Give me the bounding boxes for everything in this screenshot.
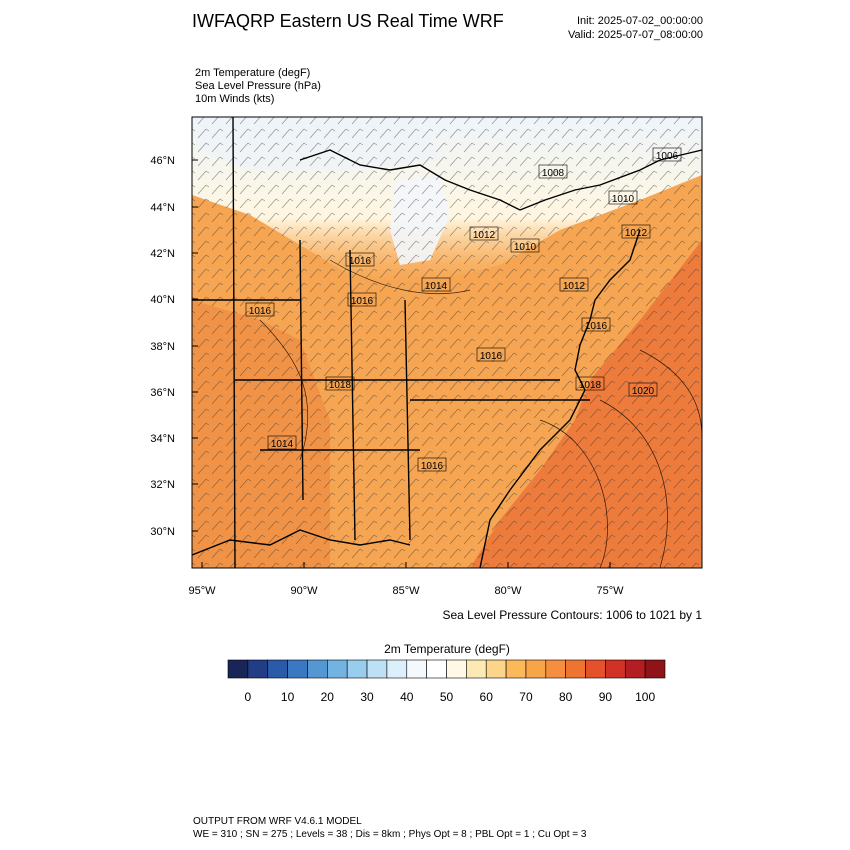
isobar-label: 1012 — [473, 230, 496, 241]
field-label: Sea Level Pressure (hPa) — [195, 80, 321, 92]
isobar-label: 1014 — [271, 439, 294, 450]
isobar-label-box — [510, 238, 540, 253]
isobar-label-box — [245, 302, 275, 317]
isobar-label-box — [347, 292, 377, 307]
colorbar-swatch — [525, 659, 547, 679]
colorbar-tick-label: 100 — [635, 690, 655, 704]
isobar-label-box — [267, 435, 297, 450]
isobar-labels: 1006 1008 1010 1012 1012 1010 1016 1014 1016 1016… — [245, 147, 682, 472]
isobar-label: 1016 — [585, 321, 608, 332]
isobar-label: 1012 — [625, 228, 648, 239]
colorbar-swatch — [505, 659, 527, 679]
footer-line: WE = 310 ; SN = 275 ; Levels = 38 ; Dis … — [193, 829, 587, 840]
lon-label: 80°W — [494, 585, 522, 597]
colorbar-tick-label: 20 — [321, 690, 335, 704]
footer-line: OUTPUT FROM WRF V4.6.1 MODEL — [193, 816, 362, 827]
isobar-label: 1008 — [542, 168, 565, 179]
lat-label: 34°N — [150, 433, 175, 445]
colorbar-swatch — [227, 659, 249, 679]
lat-label: 30°N — [150, 526, 175, 538]
isobar-label-box — [476, 347, 506, 362]
init-time: Init: 2025-07-02_00:00:00 — [577, 15, 703, 27]
lon-label: 85°W — [392, 585, 420, 597]
colorbar-swatch — [565, 659, 586, 679]
colorbar-swatch — [346, 659, 368, 679]
colorbar-swatch — [247, 659, 269, 679]
isobar-label: 1010 — [514, 242, 537, 253]
valid-time: Valid: 2025-07-07_08:00:00 — [568, 29, 703, 41]
colorbar-swatch — [485, 659, 507, 679]
colorbar-swatch — [327, 659, 348, 679]
isobar-label: 1016 — [480, 351, 503, 362]
isobar-label: 1016 — [249, 306, 272, 317]
colorbar-swatch — [585, 659, 606, 679]
isobar-label-box — [652, 147, 682, 162]
isobar-label-box — [559, 277, 589, 292]
colorbar-swatch — [644, 659, 666, 679]
colorbar-swatch — [446, 659, 467, 679]
colorbar-tick-label: 40 — [400, 690, 414, 704]
isobar-label: 1010 — [612, 194, 635, 205]
isobar-label: 1020 — [632, 386, 655, 397]
colorbar-swatch — [466, 659, 487, 679]
colorbar-swatch — [426, 659, 447, 679]
field-label: 10m Winds (kts) — [195, 93, 274, 105]
lat-label: 42°N — [150, 248, 175, 260]
colorbar-tick-label: 0 — [245, 690, 252, 704]
lon-label: 95°W — [188, 585, 216, 597]
isobar-label: 1016 — [349, 256, 372, 267]
isobar-label-box — [581, 317, 611, 332]
isobar-label: 1018 — [329, 380, 352, 391]
map — [191, 116, 703, 569]
isobar-label: 1018 — [579, 380, 602, 391]
lat-label: 32°N — [150, 479, 175, 491]
isobar-label-box — [417, 457, 447, 472]
isobar-label-box — [608, 190, 638, 205]
lat-label: 40°N — [150, 294, 175, 306]
colorbar-swatch — [307, 659, 328, 679]
isobar-label-box — [421, 277, 451, 292]
title: IWFAQRP Eastern US Real Time WRF — [192, 11, 504, 31]
colorbar-swatch — [624, 659, 646, 679]
colorbar-swatch — [267, 659, 288, 679]
lon-label: 75°W — [596, 585, 624, 597]
isobar-label: 1016 — [351, 296, 374, 307]
isobar-label-box — [325, 376, 355, 391]
colorbar-swatch — [287, 659, 308, 679]
colorbar-tick-label: 10 — [281, 690, 295, 704]
colorbar-tick-label: 80 — [559, 690, 573, 704]
isobar-label-box — [538, 164, 568, 179]
colorbar: 0 10 20 30 40 50 60 70 80 90 100 — [227, 659, 666, 704]
isobar-label-box — [575, 376, 605, 391]
lat-label: 46°N — [150, 155, 175, 167]
axes: 46°N 44°N 42°N 40°N 38°N 36°N 34°N 32°N 30°N 95°W… — [150, 155, 624, 597]
isobar-label-box — [621, 224, 651, 239]
lat-label: 38°N — [150, 341, 175, 353]
field-label: 2m Temperature (degF) — [195, 67, 310, 79]
isobar-label-box — [628, 382, 658, 397]
isobar-label: 1012 — [563, 281, 586, 292]
lat-label: 36°N — [150, 387, 175, 399]
lon-label: 90°W — [290, 585, 318, 597]
colorbar-swatch — [386, 659, 408, 679]
isobar-label: 1006 — [656, 151, 679, 162]
isobar-label: 1014 — [425, 281, 448, 292]
colorbar-swatch — [366, 659, 388, 679]
colorbar-swatch — [605, 659, 626, 679]
colorbar-swatch — [406, 659, 427, 679]
colorbar-tick-label: 70 — [519, 690, 533, 704]
isobar-label: 1016 — [421, 461, 444, 472]
lat-label: 44°N — [150, 202, 175, 214]
colorbar-tick-label: 50 — [440, 690, 454, 704]
contour-note: Sea Level Pressure Contours: 1006 to 102… — [443, 608, 703, 622]
isobar-label-box — [345, 252, 375, 267]
colorbar-swatch — [545, 659, 566, 679]
isobar-label-box — [469, 226, 499, 241]
colorbar-tick-label: 90 — [599, 690, 613, 704]
colorbar-tick-label: 30 — [360, 690, 374, 704]
colorbar-tick-label: 60 — [480, 690, 494, 704]
colorbar-title: 2m Temperature (degF) — [384, 642, 510, 656]
